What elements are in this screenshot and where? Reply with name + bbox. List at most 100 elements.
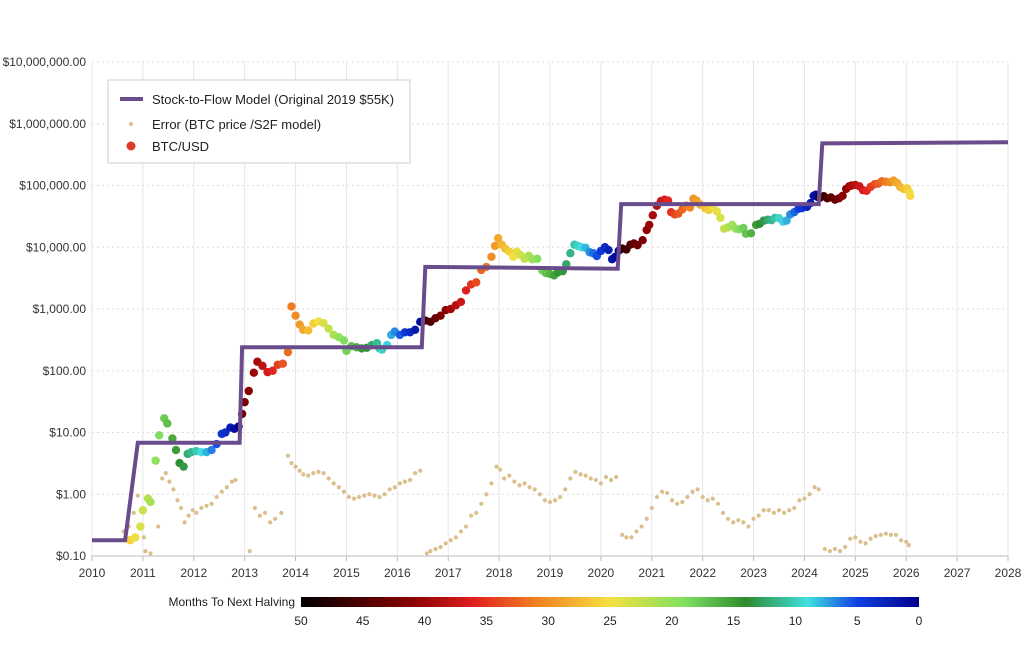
error-point [731,520,736,525]
error-point [331,481,336,486]
error-point [620,532,625,537]
x-tick-label: 2025 [842,566,869,580]
error-point [736,518,741,523]
colorbar-tick-label: 30 [542,614,556,628]
btc-price-point [154,431,164,440]
error-point [204,503,209,508]
colorbar-tick-label: 20 [665,614,679,628]
error-point [761,508,766,513]
error-point [182,520,187,525]
error-point [407,477,413,483]
colorbar-ticks: 50 45 40 35 30 25 20 15 10 5 0 [294,614,922,628]
error-point [843,544,848,550]
error-point [816,487,821,492]
btc-price-point [258,361,267,371]
error-point [469,513,474,518]
x-tick-label: 2027 [944,566,971,580]
error-point [372,493,377,498]
error-point [542,498,548,503]
error-point [654,494,659,500]
colorbar-tick-label: 0 [916,614,923,628]
error-point [583,473,588,478]
error-point [710,496,715,501]
x-tick-label: 2023 [740,566,767,580]
btc-price-point [268,366,277,375]
error-point [888,532,894,537]
btc-price-point [490,241,500,251]
error-point [156,524,161,529]
error-point [418,468,423,473]
error-point [715,501,721,506]
y-tick-label: $100,000.00 [19,179,86,193]
error-point [822,546,827,552]
btc-price-point [645,220,654,230]
x-tick-label: 2017 [435,566,462,580]
error-point [336,485,341,490]
error-point [458,529,464,534]
btc-price-point [436,311,445,320]
btc-price-point [146,497,155,507]
error-point [219,489,224,494]
error-point [233,477,238,483]
error-point [512,479,517,484]
colorbar-tick-label: 35 [480,614,494,628]
btc-price-point [566,249,575,258]
error-point [537,492,542,497]
error-point [498,467,503,472]
btc-price-point [319,318,328,328]
legend: Stock-to-Flow Model (Original 2019 $55K)… [107,79,411,164]
error-point [507,473,512,478]
error-point [160,476,165,481]
colorbar-title: Months To Next Halving [168,595,295,609]
btc-price-point [604,245,613,255]
btc-price-point [716,213,725,222]
x-tick-label: 2028 [995,566,1022,580]
error-point [194,510,199,515]
error-point [229,479,235,484]
error-point [812,485,817,490]
btc-price-point [461,286,471,295]
btc-price-point [648,211,657,220]
error-point [624,535,629,540]
x-tick-label: 2014 [282,566,309,580]
error-point [316,469,321,475]
error-point [792,505,797,511]
x-tick-label: 2026 [893,566,920,580]
error-point [659,489,665,494]
error-point [766,508,771,513]
error-point [178,505,184,511]
error-point [413,471,418,476]
error-series [121,453,911,556]
error-point [837,549,843,554]
error-point [297,468,302,473]
error-point [664,490,670,496]
error-point [547,499,553,505]
error-point [522,481,527,486]
error-point [326,476,331,481]
error-point [558,494,563,500]
error-point [644,516,649,521]
error-point [494,464,499,469]
error-point [306,473,311,478]
y-tick-label: $0.10 [56,549,86,563]
error-point [649,505,654,511]
error-point [489,481,494,486]
error-point [279,510,284,515]
error-point [247,549,252,554]
error-point [131,510,136,515]
btc-price-point [163,419,172,428]
btc-price-point [746,229,756,238]
colorbar-tick-label: 10 [789,614,803,628]
x-tick-label: 2016 [384,566,411,580]
error-point [402,479,408,484]
x-tick-label: 2019 [537,566,564,580]
colorbar: Months To Next Halving 50 45 40 35 30 25 20 15 1… [168,595,922,628]
x-tick-label: 2012 [180,566,207,580]
error-point [479,501,484,506]
error-point [573,469,578,475]
btc-price-point [171,445,181,455]
y-axis-ticks: $0.10 $1.00 $10.00 $100.00 $1,000.00 $10,000.… [3,55,87,563]
error-point [377,494,382,500]
legend-box [107,79,411,164]
error-point [858,539,863,544]
